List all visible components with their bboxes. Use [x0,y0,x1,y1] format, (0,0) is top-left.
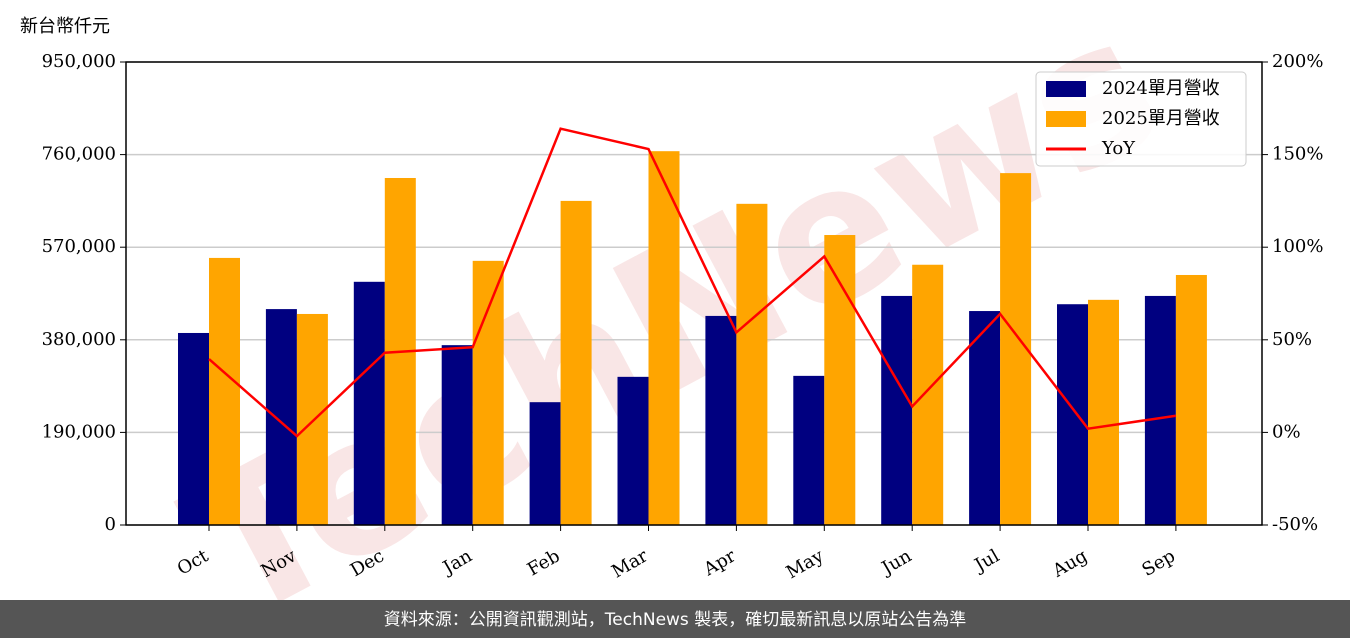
bar [824,235,856,525]
y2-tick-label: 0% [1272,421,1301,442]
legend-swatch [1046,111,1086,127]
bar [648,151,680,525]
y-tick-label: 0 [105,514,116,535]
bar [617,376,649,525]
y2-tick-label: 100% [1272,236,1323,257]
bar [472,260,504,525]
x-tick-label: Jun [877,545,916,580]
x-tick-label: Apr [699,545,739,580]
bar [560,200,592,525]
y-tick-label: 380,000 [42,329,116,350]
bar [529,402,561,525]
legend-label: YoY [1101,138,1136,159]
bar [912,264,944,525]
yoy-line [208,127,1177,438]
bar [1057,304,1088,525]
source-note: 資料來源：公開資訊觀測站，TechNews 製表，確切最新訊息以原站公告為準 [384,610,966,630]
bar [793,375,825,525]
bar [1144,295,1176,525]
bar [969,311,1001,525]
y2-tick-label: 200% [1272,51,1323,72]
plot-frame [125,61,1263,526]
bar [1088,299,1119,525]
bar [209,257,240,525]
x-tick-label: Aug [1048,545,1091,582]
x-tick-label: Sep [1139,545,1179,580]
y-tick-label: 570,000 [42,236,116,257]
y2-tick-label: 50% [1272,329,1312,350]
bar [736,203,768,525]
bar [881,295,913,525]
bar [178,332,209,525]
legend-label: 2025單月營收 [1102,108,1220,129]
bar [1175,274,1207,525]
x-tick-label: Jul [970,545,1004,577]
bar [705,315,737,525]
bar [353,281,385,525]
y2-tick-label: -50% [1272,514,1318,535]
y-tick-label: 950,000 [42,51,116,72]
y-tick-label: 760,000 [42,144,116,165]
bar [441,345,473,525]
legend: 2024單月營收 2025單月營收 YoY [1035,71,1247,167]
bar [296,313,328,525]
x-tick-label: May [783,545,828,583]
y-tick-label: 190,000 [42,421,116,442]
legend-box [1035,71,1247,167]
legend-label: 2024單月營收 [1102,78,1220,99]
unit-label: 新台幣仟元 [20,16,110,37]
y2-tick-label: 150% [1272,144,1323,165]
footer-bar [0,600,1350,638]
bar [265,309,297,525]
x-tick-label: Mar [608,545,652,582]
x-tick-label: Feb [524,545,564,580]
legend-swatch [1046,81,1086,97]
